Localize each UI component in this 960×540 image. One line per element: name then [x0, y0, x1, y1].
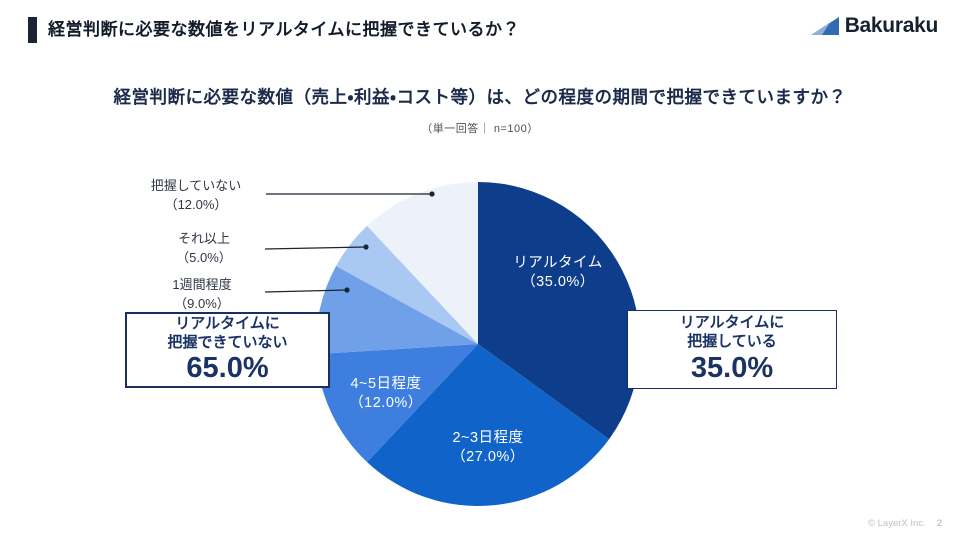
- callout-realtime-value: 35.0%: [690, 351, 774, 384]
- question-note: （単一回答｜ n=100）: [421, 123, 539, 135]
- callout-realtime-line1: リアルタイムに: [679, 314, 785, 332]
- pie-slice-5: [367, 182, 478, 344]
- question-title: 経営判断に必要な数値（売上・利益・コスト等）は、どの程度の期間で把握できています…: [113, 87, 847, 107]
- pie-outside-label-4: それ以上 （5.0%）: [176, 231, 232, 265]
- brand-name: Bakuraku: [844, 14, 939, 37]
- copyright: © LayerX Inc.: [868, 518, 926, 529]
- callout-realtime-line2: 把握している: [687, 333, 777, 351]
- callout-realtime: リアルタイムに 把握している 35.0%: [627, 310, 837, 389]
- leader-line-3: [264, 289, 348, 293]
- pie-outside-label-3: 1週間程度 （9.0%）: [172, 277, 232, 311]
- pie-outside-label-5: 把握していない （12.0%）: [150, 178, 242, 212]
- page-number: 2: [936, 518, 942, 529]
- header-title: 経営判断に必要な数値をリアルタイムに把握できているか？: [48, 20, 520, 39]
- pie-slice-1: [367, 344, 610, 506]
- leader-dot-4: [363, 244, 369, 250]
- pie-slice-label-1: 2~3日程度（27.0%）: [451, 429, 525, 465]
- header-accent-bar: [28, 17, 37, 43]
- pie-slice-4: [336, 225, 478, 344]
- callout-not-realtime-line1: リアルタイムに: [175, 314, 280, 332]
- callout-not-realtime-value: 65.0%: [186, 352, 269, 385]
- pie-slice-0: [478, 182, 640, 440]
- header: 経営判断に必要な数値をリアルタイムに把握できているか？ Bakuraku: [0, 0, 960, 58]
- leader-dot-5: [429, 191, 435, 197]
- leader-dot-3: [344, 287, 350, 293]
- callout-not-realtime-line2: 把握できていない: [167, 333, 288, 351]
- pie-slice-3: [316, 265, 478, 355]
- brand-logo: Bakuraku: [810, 13, 938, 39]
- pie-slice-2: [316, 344, 478, 463]
- leader-line-4: [264, 246, 367, 250]
- bakuraku-logo-icon: [810, 17, 839, 35]
- callout-not-realtime: リアルタイムに 把握できていない 65.0%: [125, 312, 330, 388]
- footer: © LayerX Inc. 2: [868, 518, 942, 529]
- pie-slice-label-2: 4~5日程度（12.0%）: [349, 375, 423, 411]
- pie-slice-label-0: リアルタイム（35.0%）: [513, 254, 603, 290]
